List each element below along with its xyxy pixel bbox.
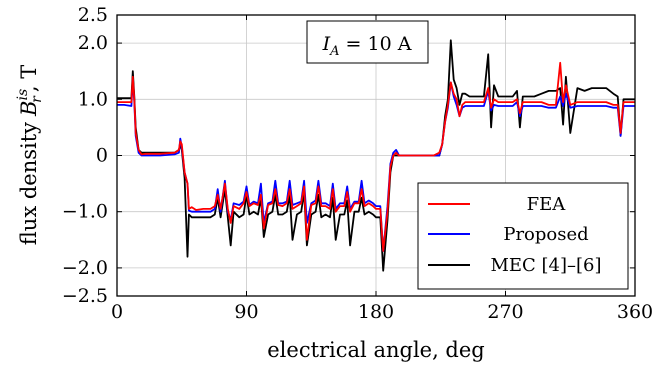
x-axis-title: electrical angle, deg	[267, 338, 485, 362]
series-lines	[117, 39, 635, 272]
legend: FEA Proposed MEC [4]–[6]	[417, 182, 629, 290]
current-annotation: IA = 10 A	[306, 20, 429, 64]
legend-label-mec: MEC [4]–[6]	[490, 255, 601, 276]
y-axis-title-sup: is	[15, 89, 31, 101]
y-axis-title: flux density Bisr , T	[15, 65, 45, 245]
axis-ticks: 0 90 180 270 360 2.5 2.0 1.0 0 −1.0 −2.0 −2.5	[62, 4, 653, 323]
x-tick-label: 270	[487, 301, 523, 323]
x-tick-label: 360	[617, 301, 653, 323]
series-line-fea	[117, 61, 635, 252]
y-tick-label: 0	[96, 145, 108, 167]
annotation-text: IA = 10 A	[322, 33, 412, 59]
y-tick-label: −1.0	[62, 201, 108, 223]
x-tick-label: 180	[358, 301, 394, 323]
annotation-sub: A	[329, 44, 339, 59]
y-tick-label: −2.5	[62, 285, 108, 307]
annotation-var: I	[322, 33, 331, 55]
x-tick-label: 0	[111, 301, 123, 323]
legend-label-fea: FEA	[527, 194, 567, 215]
y-axis-title-unit: , T	[17, 65, 41, 92]
y-axis-title-symbol: B	[17, 101, 41, 117]
y-tick-label: 2.0	[78, 32, 108, 54]
y-tick-label: −2.0	[62, 257, 108, 279]
y-tick-label: 2.5	[78, 4, 108, 26]
annotation-box	[306, 20, 429, 64]
y-axis-title-main: flux density	[17, 122, 41, 245]
legend-label-proposed: Proposed	[503, 224, 588, 245]
y-axis-title-sub: r	[29, 95, 45, 103]
legend-box	[417, 182, 629, 290]
x-tick-label: 90	[234, 301, 258, 323]
annotation-rest: = 10 A	[339, 33, 411, 55]
y-tick-label: 1.0	[78, 88, 108, 110]
